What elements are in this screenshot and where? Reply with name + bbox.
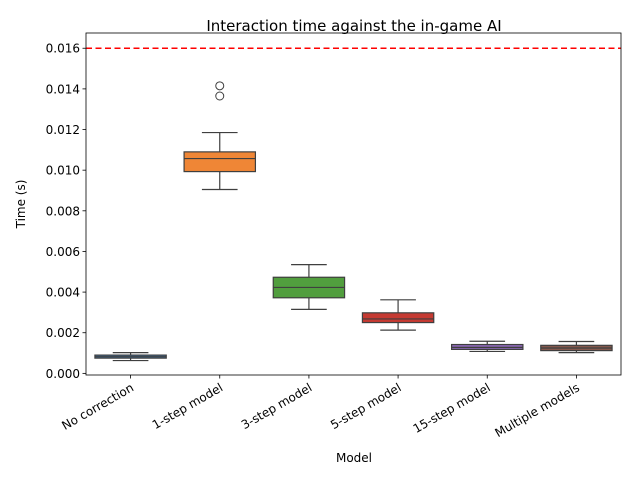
y-axis-label: Time (s) [14,180,28,230]
box-group [272,264,346,310]
outlier-point [215,91,225,101]
y-tick-label: 0.014 [46,82,80,96]
y-tick-label: 0.016 [46,42,80,56]
y-tick-label: 0.000 [46,367,80,381]
box [361,312,435,324]
x-tick-label: No correction [59,380,136,432]
y-tick-label: 0.012 [46,123,80,137]
box-group [450,340,524,353]
x-tick-label: 15-step model [411,380,493,435]
outlier-point [215,81,225,91]
y-tick-label: 0.010 [46,164,80,178]
plot-area [86,47,621,362]
box-group [183,81,257,191]
y-tick-label: 0.004 [46,286,80,300]
y-tick-label: 0.002 [46,326,80,340]
box [183,151,257,173]
y-tick-label: 0.006 [46,245,80,259]
x-tick-label: 5-step model [328,380,404,432]
box-group [361,299,435,331]
box-group [94,352,167,362]
x-tick-label: 1-step model [150,380,226,432]
x-axis-label: Model [336,451,372,465]
y-axis: 0.000 0.002 0.004 0.006 0.008 0.010 0.012 0.014… [46,42,86,381]
box-group [540,340,613,354]
x-tick-label: 3-step model [239,380,315,432]
x-tick-label: Multiple models [493,380,582,440]
chart-title: Interaction time against the in-game AI [206,17,501,35]
y-tick-label: 0.008 [46,204,80,218]
axes-frame [85,32,622,376]
x-axis: No correction 1-step model 3-step model 5-s… [59,375,582,440]
